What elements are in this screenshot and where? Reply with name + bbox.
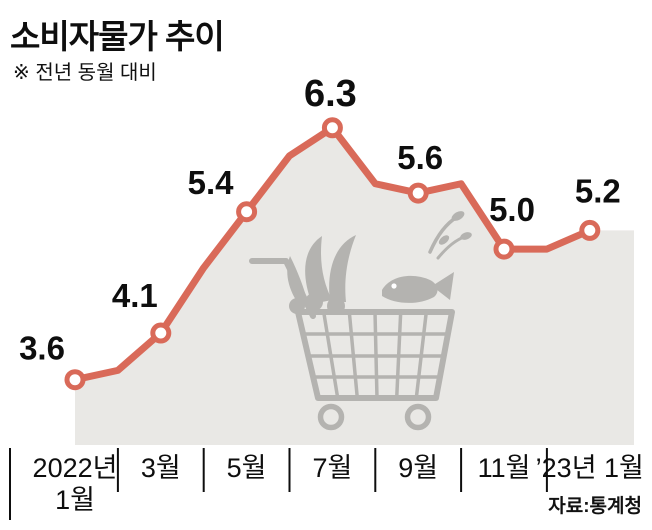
svg-text:’23년 1월: ’23년 1월 (536, 453, 644, 483)
svg-text:5.4: 5.4 (188, 164, 235, 201)
svg-text:7월: 7월 (312, 453, 352, 483)
data-point-markers (64, 117, 601, 391)
svg-text:5.6: 5.6 (397, 139, 443, 176)
source-label: 자료:통계청 (548, 496, 642, 517)
svg-text:3.6: 3.6 (19, 330, 65, 367)
svg-text:3월: 3월 (141, 453, 181, 483)
svg-text:2022년: 2022년 (33, 453, 118, 483)
svg-text:1월: 1월 (55, 485, 95, 515)
svg-text:4.1: 4.1 (112, 277, 158, 314)
svg-text:5.0: 5.0 (489, 191, 535, 228)
chart-title: 소비자물가 추이 (10, 18, 225, 55)
svg-text:9월: 9월 (398, 453, 438, 483)
svg-text:5월: 5월 (227, 453, 267, 483)
area-fill (75, 127, 634, 445)
value-labels: 3.6 4.1 5.4 6.3 5.6 5.0 5.2 (19, 73, 621, 367)
svg-text:6.3: 6.3 (304, 73, 357, 115)
shopping-cart-icon (249, 211, 472, 431)
chart-subtitle: ※ 전년 동월 대비 (13, 62, 157, 84)
svg-text:5.2: 5.2 (575, 172, 621, 209)
svg-text:11월: 11월 (478, 453, 531, 483)
